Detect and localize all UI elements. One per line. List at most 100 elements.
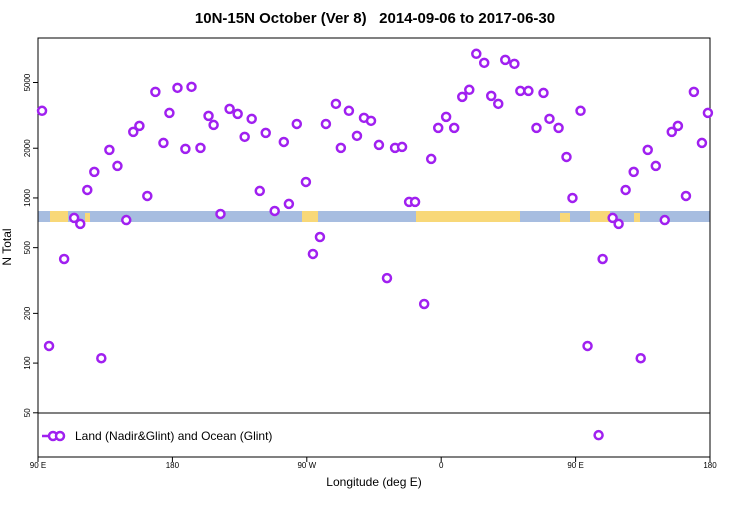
point xyxy=(82,184,93,196)
plot-frame xyxy=(37,37,711,458)
point xyxy=(150,86,161,98)
point xyxy=(195,142,206,154)
point xyxy=(440,111,452,123)
point xyxy=(464,84,475,96)
point xyxy=(232,108,243,120)
point xyxy=(351,130,363,142)
point xyxy=(642,144,653,156)
point xyxy=(158,137,169,149)
point xyxy=(203,110,214,122)
point xyxy=(180,143,191,155)
point xyxy=(134,120,145,132)
point xyxy=(58,253,70,265)
legend: Land (Nadir&Glint) and Ocean (Glint) xyxy=(42,429,272,443)
point xyxy=(680,190,692,202)
x-tick-label: 180 xyxy=(166,461,180,470)
point xyxy=(96,352,107,364)
point xyxy=(186,81,197,93)
legend-label: Land (Nadir&Glint) and Ocean (Glint) xyxy=(75,429,272,443)
point xyxy=(381,272,393,284)
x-axis-label: Longitude (deg E) xyxy=(326,475,421,489)
point xyxy=(500,54,511,66)
point xyxy=(291,118,303,130)
legend-marker xyxy=(54,430,66,442)
point xyxy=(628,166,639,178)
point xyxy=(121,214,132,226)
x-tick-label: 90 E xyxy=(30,461,46,470)
x-tick-label: 90 W xyxy=(297,461,316,470)
point xyxy=(300,176,312,188)
point xyxy=(128,126,139,138)
point xyxy=(215,208,226,220)
y-tick-label: 5000 xyxy=(23,73,32,91)
y-axis-label: N Total xyxy=(0,228,14,265)
y-tick-label: 500 xyxy=(23,240,32,254)
point xyxy=(330,98,342,110)
point xyxy=(224,103,235,115)
point xyxy=(75,218,86,230)
point xyxy=(485,90,497,102)
point xyxy=(254,185,266,197)
point xyxy=(620,184,631,196)
point xyxy=(43,340,55,352)
point xyxy=(409,196,421,208)
y-tick-label: 2000 xyxy=(23,139,32,157)
point xyxy=(575,105,586,117)
point xyxy=(36,105,48,117)
point xyxy=(650,160,662,172)
point xyxy=(365,115,377,127)
point xyxy=(471,48,482,60)
point xyxy=(448,122,460,134)
point xyxy=(672,120,684,132)
point xyxy=(104,144,115,156)
x-tick-label: 0 xyxy=(439,461,444,470)
point xyxy=(531,122,542,134)
point xyxy=(208,119,219,131)
point xyxy=(343,105,355,117)
x-tick-label: 180 xyxy=(703,461,717,470)
point xyxy=(607,212,618,224)
point xyxy=(172,82,183,94)
y-tick-label: 1000 xyxy=(23,188,32,206)
point xyxy=(418,298,430,310)
point xyxy=(283,198,295,210)
point xyxy=(432,122,444,134)
point xyxy=(246,113,257,125)
point xyxy=(582,340,593,352)
point xyxy=(320,118,332,130)
point xyxy=(278,136,290,148)
x-tick-label: 90 E xyxy=(567,461,583,470)
point xyxy=(68,212,80,224)
point xyxy=(523,85,534,97)
point xyxy=(425,153,437,165)
point xyxy=(164,107,175,119)
point xyxy=(89,166,100,178)
point xyxy=(142,190,153,202)
point xyxy=(553,122,564,134)
point xyxy=(492,98,504,110)
point xyxy=(457,91,468,103)
point xyxy=(538,87,549,99)
point xyxy=(666,126,678,138)
y-tick-label: 50 xyxy=(23,408,32,417)
point xyxy=(567,192,578,204)
point xyxy=(112,160,123,172)
point xyxy=(509,58,520,70)
y-tick-label: 200 xyxy=(23,306,32,320)
point xyxy=(373,139,385,151)
point xyxy=(659,214,671,226)
point xyxy=(478,57,490,69)
point xyxy=(239,131,250,143)
point xyxy=(635,352,646,364)
point xyxy=(269,205,280,217)
land-ocean-strip xyxy=(38,211,710,222)
point xyxy=(688,86,700,98)
chart-title: 10N-15N October (Ver 8) 2014-09-06 to 20… xyxy=(195,10,555,27)
point xyxy=(396,141,408,153)
point xyxy=(613,218,624,230)
y-tick-label: 100 xyxy=(23,356,32,370)
point xyxy=(335,142,347,154)
point xyxy=(307,248,319,260)
point xyxy=(696,137,708,149)
